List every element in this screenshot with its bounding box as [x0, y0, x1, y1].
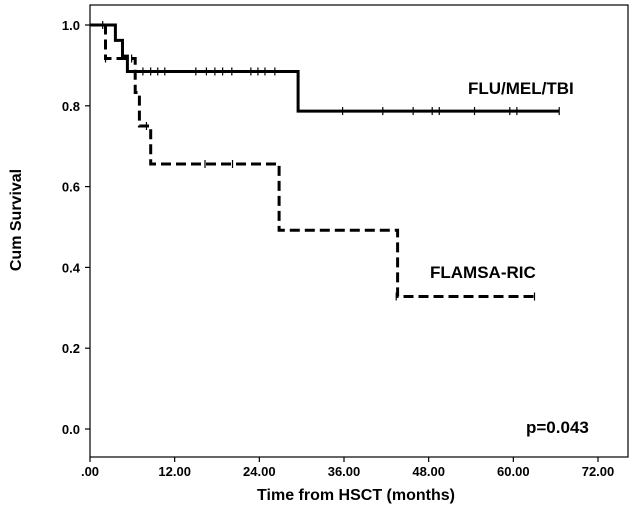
series-label-flu-mel-tbi: FLU/MEL/TBI [468, 79, 574, 98]
series-line-flu-mel-tbi [90, 23, 560, 113]
y-tick-label: 1.0 [62, 18, 80, 33]
y-tick-label: 0.4 [62, 260, 81, 275]
ticks-layer: .00 12.00 24.00 36.00 48.00 60.00 72.00 0.0 0.2 0… [62, 18, 614, 479]
x-tick-label: 24.00 [243, 464, 276, 479]
x-tick-label: 72.00 [582, 464, 615, 479]
x-tick-label: 48.00 [412, 464, 445, 479]
series-line-flamsa-ric [90, 23, 535, 298]
x-tick-label: 36.00 [328, 464, 361, 479]
plot-frame [89, 4, 629, 458]
x-tick-label: .00 [81, 464, 99, 479]
x-axis-title: Time from HSCT (months) [257, 487, 455, 504]
y-tick-label: 0.0 [62, 422, 80, 437]
x-tick-label: 60.00 [497, 464, 530, 479]
y-tick-label: 0.6 [62, 180, 80, 195]
p-value-annotation: p=0.043 [526, 418, 589, 437]
y-axis-title: Cum Survival [8, 169, 25, 271]
series-label-flamsa-ric: FLAMSA-RIC [430, 263, 536, 282]
y-tick-label: 0.8 [62, 99, 80, 114]
curves-layer [90, 23, 560, 298]
censor-marks-layer [102, 21, 560, 301]
x-tick-label: 12.00 [158, 464, 191, 479]
y-tick-label: 0.2 [62, 341, 80, 356]
